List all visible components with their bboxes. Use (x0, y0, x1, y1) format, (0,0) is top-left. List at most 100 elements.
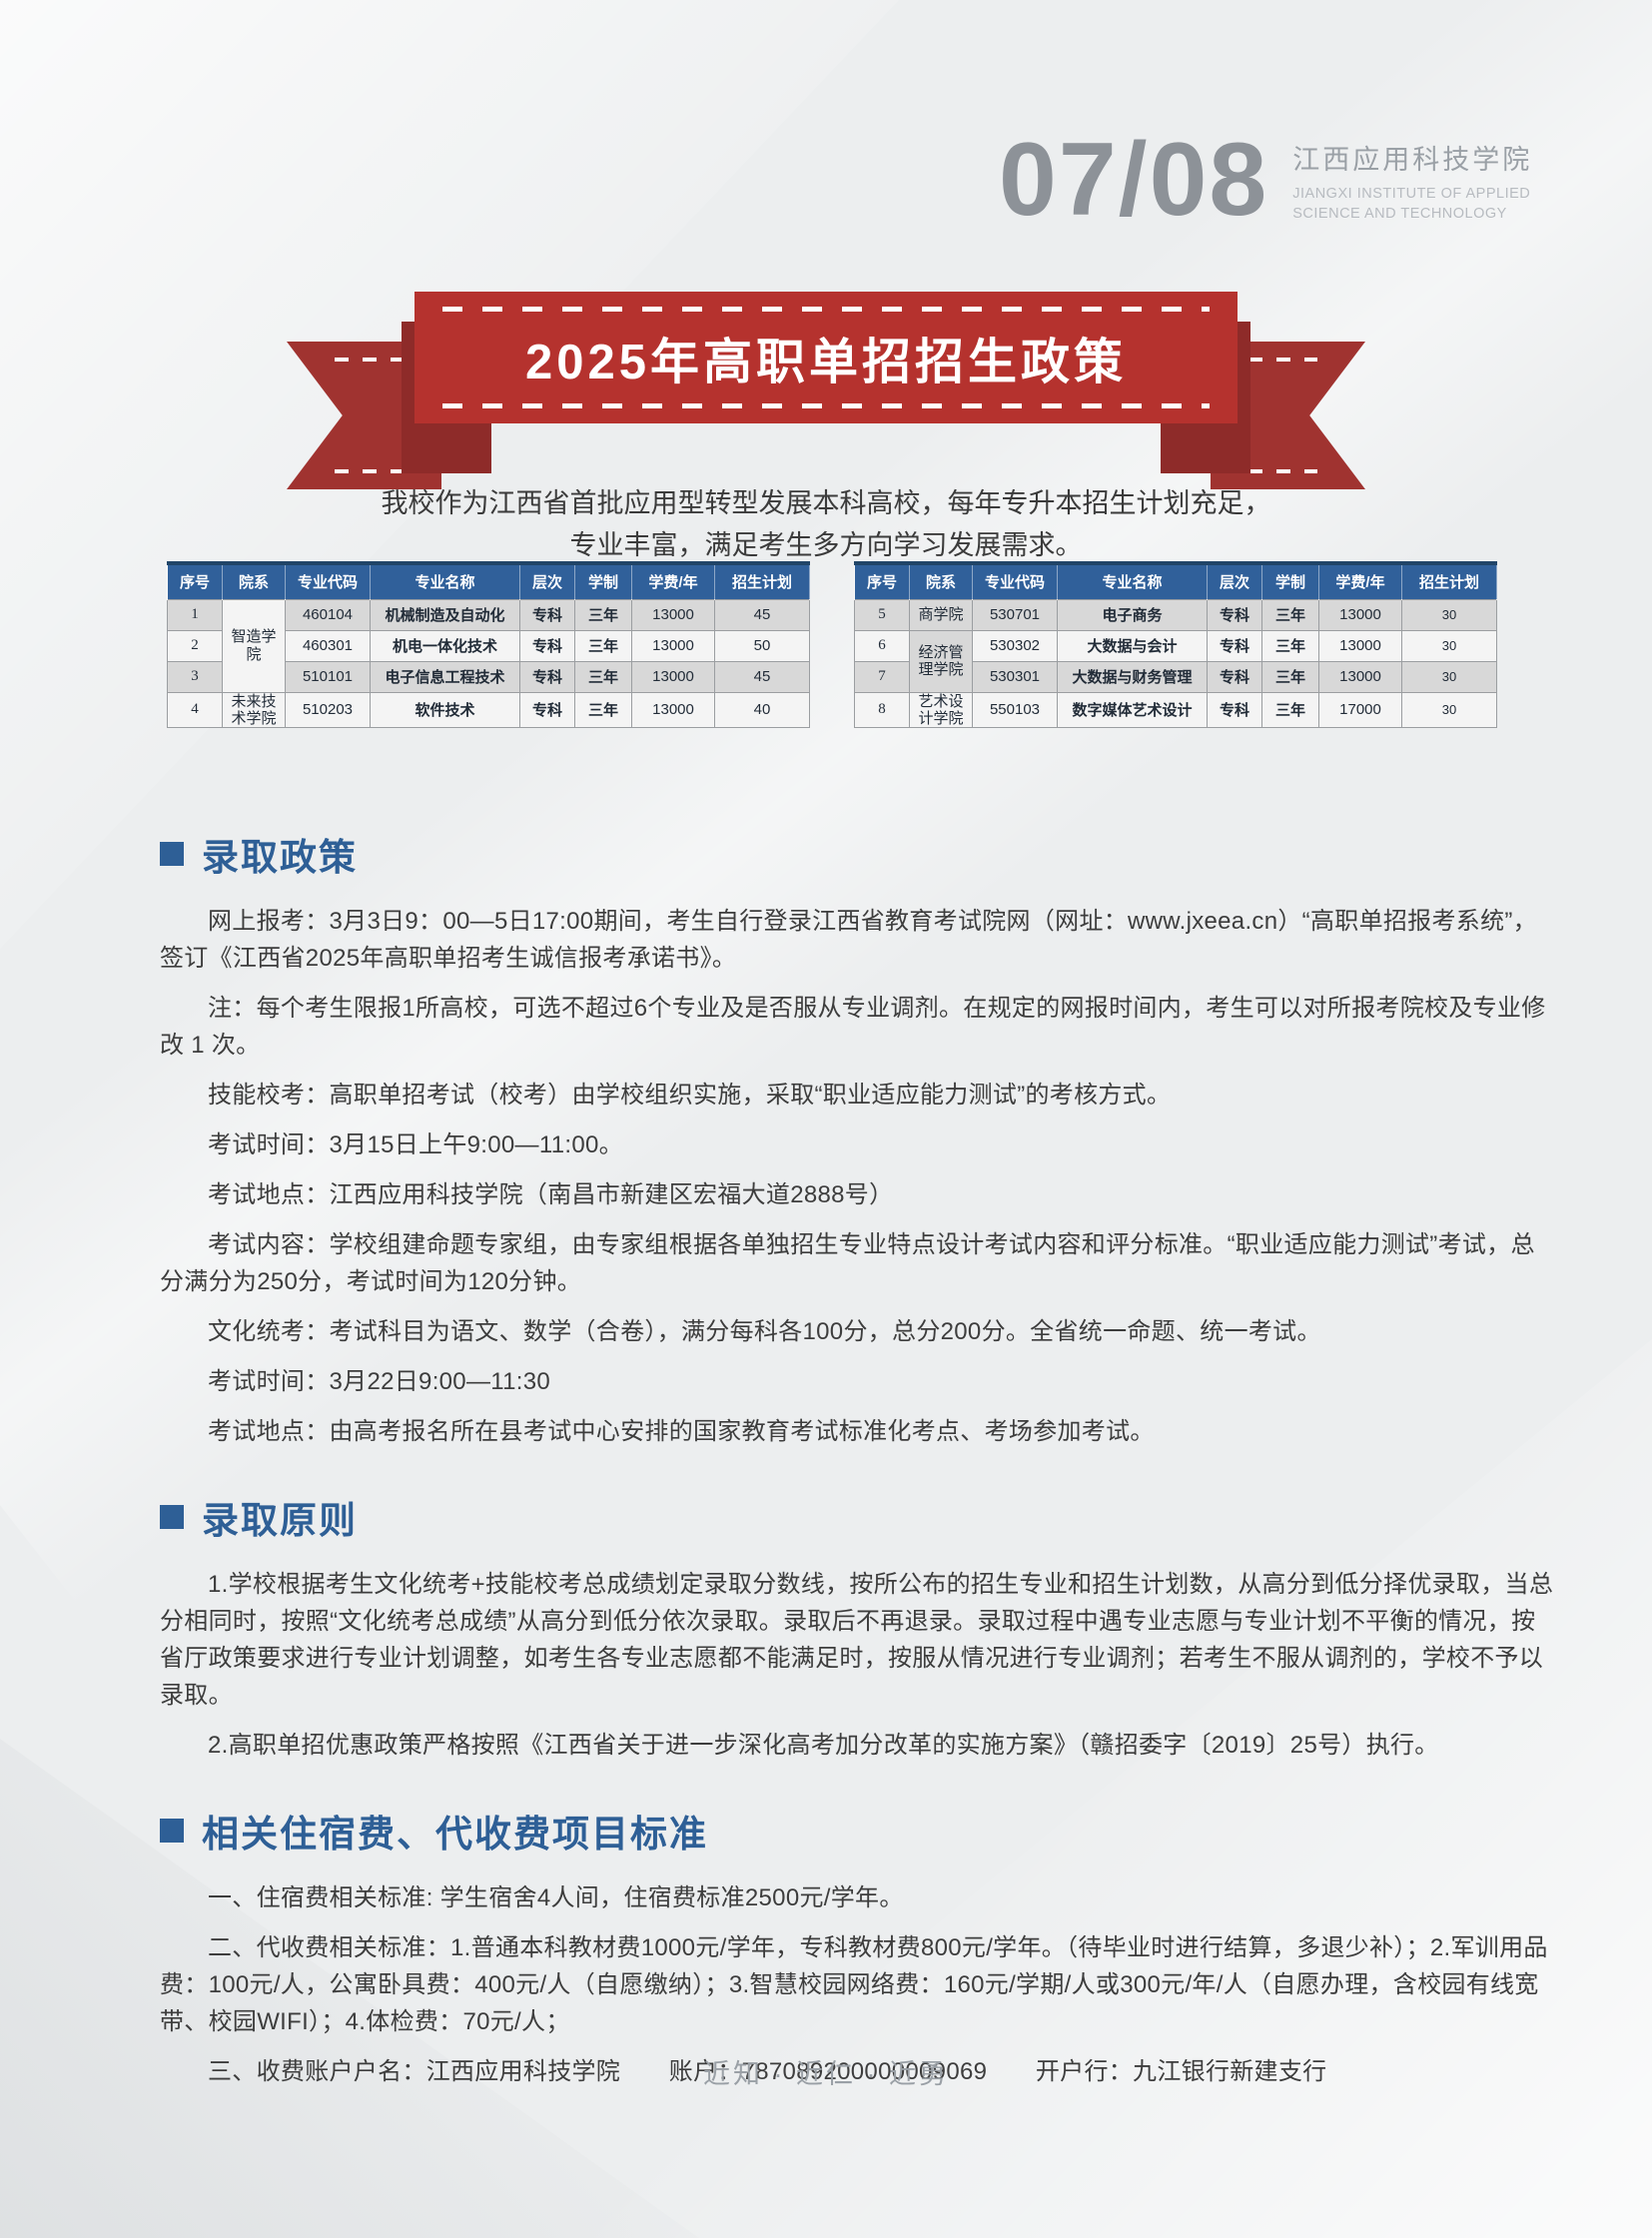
section-admission-policy: 录取政策 网上报考：3月3日9：00—5日17:00期间，考生自行登录江西省教育… (160, 827, 1558, 1450)
cell-plan: 40 (714, 691, 810, 728)
paragraph: 网上报考：3月3日9：00—5日17:00期间，考生自行登录江西省教育考试院网（… (160, 908, 1537, 972)
table-row: 4 未来技术学院 510203 软件技术 专科 三年 13000 40 (167, 691, 810, 728)
cell-major: 电子信息工程技术 (370, 660, 520, 693)
paragraph: 注：每个考生限报1所高校，可选不超过6个专业及是否服从专业调剂。在规定的网报时间… (160, 995, 1546, 1059)
header-cell-major: 专业名称 (370, 561, 520, 599)
section-bullet-icon (160, 1819, 184, 1843)
cell-no: 8 (854, 691, 910, 728)
header-cell-dept: 院系 (222, 561, 286, 599)
ribbon-dash-line (442, 307, 1210, 312)
cell-level: 专科 (1207, 660, 1262, 693)
cell-code: 510203 (285, 691, 371, 728)
intro-line1: 我校作为江西省首批应用型转型发展本科高校，每年专升本招生计划充足， (381, 488, 1271, 518)
cell-code: 530701 (972, 598, 1058, 631)
cell-tuition: 13000 (631, 629, 715, 662)
ribbon-dash-line (335, 358, 431, 362)
cell-tuition: 13000 (1318, 660, 1402, 693)
cell-major: 软件技术 (370, 691, 520, 728)
section-fees: 相关住宿费、代收费项目标准 一、住宿费相关标准: 学生宿舍4人间，住宿费标准25… (160, 1804, 1558, 2090)
section-title: 录取政策 (160, 827, 1558, 881)
header-cell-code: 专业代码 (972, 561, 1058, 599)
table-row: 1 智造学院 460104 机械制造及自动化 专科 三年 13000 45 (167, 598, 810, 693)
header-cell-plan: 招生计划 (1401, 561, 1497, 599)
cell-level: 专科 (1207, 691, 1262, 728)
header-cell-level: 层次 (1207, 561, 1262, 599)
cell-tuition: 13000 (1318, 629, 1402, 662)
cell-code: 530302 (972, 629, 1058, 662)
header-cell-plan: 招生计划 (714, 561, 810, 599)
cell-no: 7 (854, 660, 910, 693)
ribbon-band: 2025年高职单招招生政策 (414, 292, 1238, 423)
cell-plan: 30 (1401, 660, 1497, 693)
paragraph: 二、代收费相关标准：1.普通本科教材费1000元/学年，专科教材费800元/学年… (160, 1934, 1548, 2035)
table-row: 3 510101 电子信息工程技术 专科 三年 13000 45 (167, 660, 810, 693)
ribbon-dash-line (1221, 469, 1317, 473)
paragraph: 三、收费账户户名：江西应用科技学院 账户：787089200000009069 … (208, 2058, 1327, 2085)
cell-major: 大数据与会计 (1057, 629, 1208, 662)
ribbon-dash-line (335, 469, 431, 473)
admission-plan-tables: 序号 院系 专业代码 专业名称 层次 学制 学费/年 招生计划 1 智造学院 4… (167, 561, 1497, 728)
cell-dept: 智造学院 (222, 598, 286, 693)
header-cell-dept: 院系 (909, 561, 973, 599)
cell-code: 460104 (285, 598, 371, 631)
content: 录取政策 网上报考：3月3日9：00—5日17:00期间，考生自行登录江西省教育… (160, 827, 1558, 2103)
ribbon-dash-line (1221, 358, 1317, 362)
cell-years: 三年 (574, 691, 632, 728)
cell-no: 3 (167, 660, 223, 693)
cell-level: 专科 (519, 660, 575, 693)
paragraph: 2.高职单招优惠政策严格按照《江西省关于进一步深化高考加分改革的实施方案》（赣招… (208, 1732, 1439, 1759)
section-title-text: 录取原则 (202, 1500, 358, 1541)
table-row: 7 530301 大数据与财务管理 专科 三年 13000 30 (854, 660, 1497, 693)
school-name-en-line2: SCIENCE AND TECHNOLOGY (1292, 205, 1507, 222)
paragraph: 考试时间：3月22日9:00—11:30 (208, 1368, 551, 1395)
section-admission-principles: 录取原则 1.学校根据考生文化统考+技能校考总成绩划定录取分数线，按所公布的招生… (160, 1490, 1558, 1764)
cell-code: 530301 (972, 660, 1058, 693)
paragraph: 一、住宿费相关标准: 学生宿舍4人间，住宿费标准2500元/学年。 (208, 1884, 904, 1911)
cell-years: 三年 (574, 660, 632, 693)
school-name-block: 江西应用科技学院 JIANGXI INSTITUTE OF APPLIED SC… (1292, 128, 1532, 224)
table-header-row: 序号 院系 专业代码 专业名称 层次 学制 学费/年 招生计划 (167, 561, 810, 599)
cell-major: 电子商务 (1057, 598, 1208, 631)
cell-major: 机械制造及自动化 (370, 598, 520, 631)
cell-major: 大数据与财务管理 (1057, 660, 1208, 693)
section-title-text: 相关住宿费、代收费项目标准 (202, 1814, 708, 1855)
cell-level: 专科 (519, 598, 575, 631)
table-header-row: 序号 院系 专业代码 专业名称 层次 学制 学费/年 招生计划 (854, 561, 1497, 599)
ribbon-dash-line (442, 403, 1210, 408)
cell-years: 三年 (1261, 629, 1319, 662)
cell-plan: 50 (714, 629, 810, 662)
header-cell-no: 序号 (854, 561, 910, 599)
section-title: 录取原则 (160, 1490, 1558, 1544)
plan-table-left: 序号 院系 专业代码 专业名称 层次 学制 学费/年 招生计划 1 智造学院 4… (167, 561, 810, 728)
cell-level: 专科 (519, 691, 575, 728)
header-cell-tuition: 学费/年 (1318, 561, 1402, 599)
school-name-en-line1: JIANGXI INSTITUTE OF APPLIED (1292, 186, 1531, 202)
cell-years: 三年 (1261, 660, 1319, 693)
section-bullet-icon (160, 1505, 184, 1529)
cell-plan: 45 (714, 660, 810, 693)
cell-years: 三年 (1261, 691, 1319, 728)
cell-plan: 30 (1401, 598, 1497, 631)
header-cell-no: 序号 (167, 561, 223, 599)
cell-level: 专科 (1207, 629, 1262, 662)
cell-no: 1 (167, 598, 223, 631)
header-cell-level: 层次 (519, 561, 575, 599)
paragraph: 考试时间：3月15日上午9:00—11:00。 (208, 1131, 623, 1158)
cell-dept: 未来技术学院 (222, 691, 286, 728)
school-name-en: JIANGXI INSTITUTE OF APPLIED SCIENCE AND… (1292, 185, 1532, 224)
cell-plan: 45 (714, 598, 810, 631)
paragraph: 技能校考：高职单招考试（校考）由学校组织实施，采取“职业适应能力测试”的考核方式… (208, 1082, 1172, 1109)
ribbon-banner: 2025年高职单招招生政策 (287, 280, 1365, 494)
cell-code: 460301 (285, 629, 371, 662)
header-cell-major: 专业名称 (1057, 561, 1208, 599)
cell-years: 三年 (1261, 598, 1319, 631)
cell-no: 6 (854, 629, 910, 662)
footer-motto: 近知 · 近仁 · 近勇 (703, 2059, 949, 2089)
plan-table-right: 序号 院系 专业代码 专业名称 层次 学制 学费/年 招生计划 5 商学院 53… (854, 561, 1497, 728)
cell-years: 三年 (574, 598, 632, 631)
header-cell-years: 学制 (1261, 561, 1319, 599)
table-row: 8 艺术设计学院 550103 数字媒体艺术设计 专科 三年 17000 30 (854, 691, 1497, 728)
paragraph: 1.学校根据考生文化统考+技能校考总成绩划定录取分数线，按所公布的招生专业和招生… (160, 1571, 1554, 1709)
cell-years: 三年 (574, 629, 632, 662)
section-bullet-icon (160, 842, 184, 866)
